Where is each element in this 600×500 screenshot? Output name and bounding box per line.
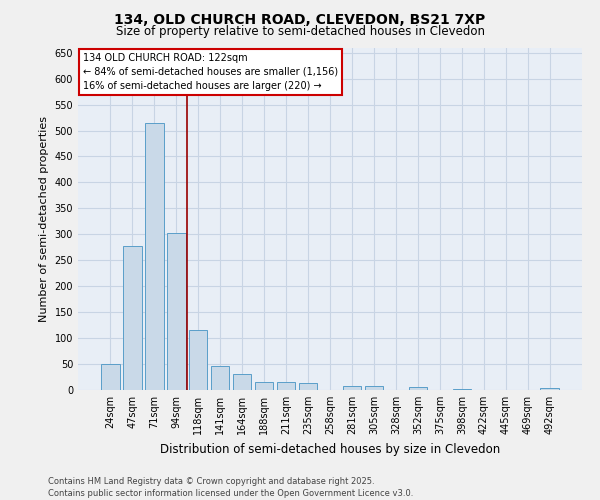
Bar — [233, 374, 251, 390]
Bar — [365, 386, 383, 390]
Bar — [123, 246, 142, 390]
Text: 134 OLD CHURCH ROAD: 122sqm
← 84% of semi-detached houses are smaller (1,156)
16: 134 OLD CHURCH ROAD: 122sqm ← 84% of sem… — [83, 52, 338, 90]
Bar — [167, 234, 185, 390]
Text: Contains HM Land Registry data © Crown copyright and database right 2025.
Contai: Contains HM Land Registry data © Crown c… — [48, 476, 413, 498]
Bar — [452, 389, 471, 390]
Text: Size of property relative to semi-detached houses in Clevedon: Size of property relative to semi-detach… — [115, 25, 485, 38]
Bar — [145, 122, 164, 390]
Bar — [343, 386, 361, 390]
Bar — [255, 382, 274, 390]
Text: 134, OLD CHURCH ROAD, CLEVEDON, BS21 7XP: 134, OLD CHURCH ROAD, CLEVEDON, BS21 7XP — [115, 12, 485, 26]
Bar — [189, 330, 208, 390]
Bar — [299, 384, 317, 390]
Bar — [541, 388, 559, 390]
X-axis label: Distribution of semi-detached houses by size in Clevedon: Distribution of semi-detached houses by … — [160, 442, 500, 456]
Bar — [211, 366, 229, 390]
Bar — [101, 364, 119, 390]
Bar — [409, 387, 427, 390]
Y-axis label: Number of semi-detached properties: Number of semi-detached properties — [39, 116, 49, 322]
Bar — [277, 382, 295, 390]
